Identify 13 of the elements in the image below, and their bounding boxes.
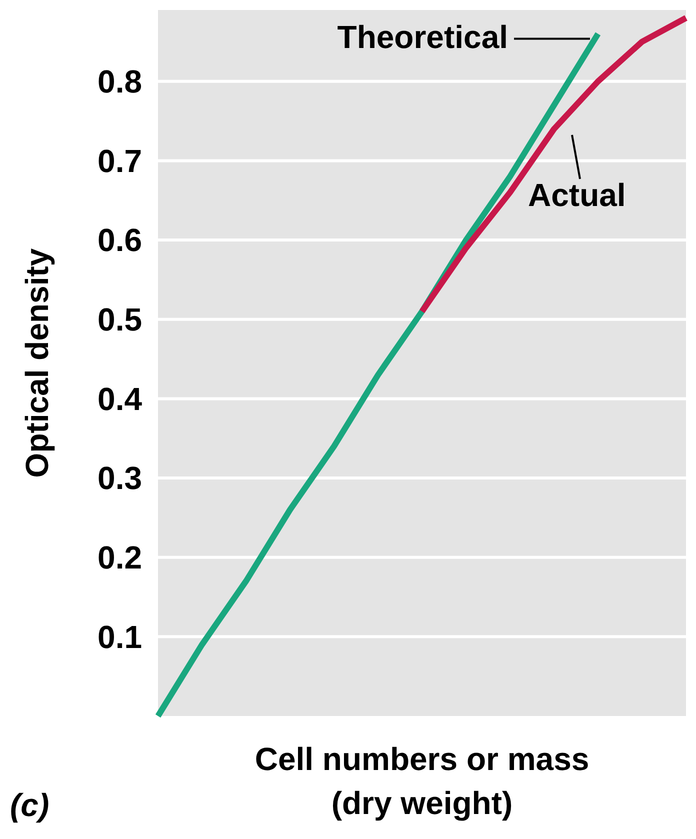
text: Theoretical xyxy=(337,18,508,55)
y-tick-label: 0.2 xyxy=(98,540,142,576)
y-axis-title: Optical density xyxy=(19,248,55,478)
y-tick-label: 0.5 xyxy=(98,302,142,338)
y-tick-label: 0.6 xyxy=(98,222,142,258)
series-label: Actual xyxy=(528,176,626,213)
x-axis-title: Cell numbers or mass (dry weight) xyxy=(254,741,590,821)
y-tick-label: 0.1 xyxy=(98,618,142,655)
y-tick-label: 0.8 xyxy=(98,64,142,100)
text: (c) xyxy=(10,787,50,823)
y-tick-label: 0.4 xyxy=(98,380,142,417)
y-tick-label: 0.7 xyxy=(98,142,142,179)
y-tick-label: 0.3 xyxy=(98,460,142,496)
